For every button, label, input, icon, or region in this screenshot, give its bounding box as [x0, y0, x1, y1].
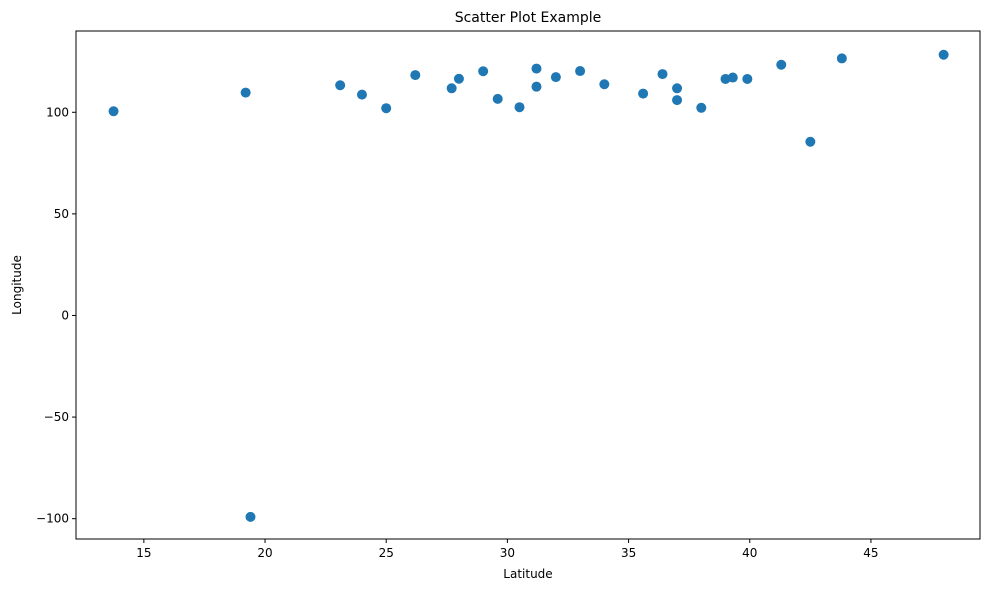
plot-frame — [75, 30, 981, 540]
data-point — [836, 53, 847, 64]
data-point — [245, 511, 256, 522]
data-point — [478, 66, 489, 77]
y-tick-label: −50 — [44, 410, 69, 424]
data-point — [599, 79, 610, 90]
y-tick-label: 0 — [61, 308, 69, 322]
data-point — [335, 80, 346, 91]
data-point — [638, 88, 649, 99]
data-point — [453, 73, 464, 84]
y-tick-label: 100 — [46, 105, 69, 119]
data-point — [492, 93, 503, 104]
data-point — [381, 103, 392, 114]
data-point — [575, 66, 586, 77]
x-tick-label: 40 — [742, 546, 757, 560]
data-point — [531, 81, 542, 92]
data-point — [672, 83, 683, 94]
chart-title: Scatter Plot Example — [455, 10, 602, 26]
data-point — [550, 72, 561, 83]
x-tick-label: 35 — [621, 546, 636, 560]
data-point — [514, 102, 525, 113]
data-point — [776, 59, 787, 70]
data-point — [356, 89, 367, 100]
y-tick-label: 50 — [54, 207, 69, 221]
data-point — [240, 87, 251, 98]
data-points — [108, 49, 949, 522]
data-point — [696, 102, 707, 113]
data-point — [672, 95, 683, 106]
x-tick-label: 20 — [257, 546, 272, 560]
data-point — [742, 73, 753, 84]
x-tick-label: 45 — [863, 546, 878, 560]
data-point — [938, 49, 949, 60]
data-point — [410, 70, 421, 81]
data-point — [108, 106, 119, 117]
data-point — [805, 136, 816, 147]
y-axis-label: Longitude — [10, 255, 24, 315]
data-point — [657, 69, 668, 80]
axis-ticks: 15 20 25 30 35 40 45 −100 −50 0 50 100 — [36, 105, 879, 560]
x-tick-label: 30 — [500, 546, 515, 560]
x-axis-label: Latitude — [503, 567, 552, 581]
data-point — [727, 72, 738, 83]
y-tick-label: −100 — [36, 512, 69, 526]
data-point — [446, 83, 457, 94]
x-tick-label: 15 — [136, 546, 151, 560]
data-point — [531, 63, 542, 74]
x-tick-label: 25 — [379, 546, 394, 560]
